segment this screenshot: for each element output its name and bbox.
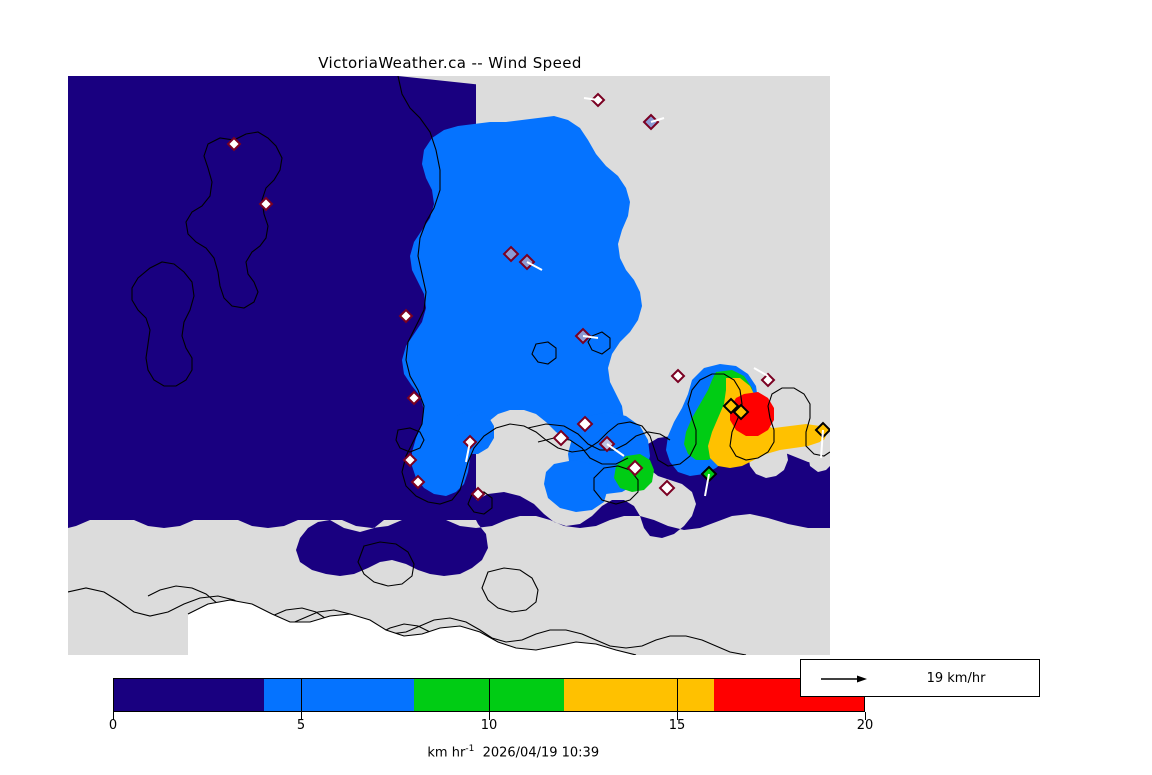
station-marker[interactable] (722, 397, 740, 415)
water-band-navy (68, 76, 830, 576)
station-marker[interactable] (732, 403, 750, 421)
colorbar-inner-tick (489, 678, 490, 712)
colorbar-gradient (113, 678, 865, 712)
colorbar-inner-tick (677, 678, 678, 712)
map-graphic (68, 76, 830, 655)
station-marker[interactable] (814, 421, 830, 459)
station-marker[interactable] (402, 452, 418, 468)
colorbar-tick (865, 712, 866, 720)
station-marker[interactable] (518, 253, 543, 271)
colorbar-tick-labels: 0 5 10 15 20 (109, 718, 873, 736)
timestamp: 2026/04/19 10:39 (482, 745, 600, 761)
page-title: VictoriaWeather.ca -- Wind Speed (318, 54, 582, 72)
colorbar-band (414, 679, 489, 711)
station-marker[interactable] (574, 327, 599, 345)
colorbar-inner-ticks (113, 678, 865, 712)
colorbar-tick (113, 712, 114, 720)
station-marker[interactable] (583, 92, 606, 108)
colorbar-band (114, 679, 264, 711)
map-canvas[interactable] (68, 76, 830, 655)
station-marker[interactable] (406, 390, 422, 406)
vector-legend: 19 km/hr (800, 659, 1040, 697)
station-marker[interactable] (226, 136, 242, 152)
units-label: km hr (427, 745, 466, 761)
station-marker[interactable] (670, 368, 686, 384)
colorbar-band (564, 679, 677, 711)
colorbar-tick-label: 5 (296, 718, 306, 733)
colorbar-tick (489, 712, 490, 720)
station-marker[interactable] (753, 367, 776, 388)
colorbar-tick (301, 712, 302, 720)
station-marker[interactable] (462, 434, 478, 463)
colorbar-tick-label: 10 (480, 718, 498, 733)
station-marker[interactable] (552, 429, 570, 447)
station-marker[interactable] (258, 196, 274, 212)
vector-legend-label: 19 km/hr (926, 671, 986, 686)
colorbar-tick (677, 712, 678, 720)
colorbar-band (489, 679, 564, 711)
colorbar: 0 5 10 15 20 (109, 678, 873, 733)
station-marker[interactable] (576, 415, 594, 433)
units-and-timestamp: km hr-1 2026/04/19 10:39 (0, 729, 1010, 775)
wind-arrow-icon (821, 675, 867, 683)
station-marker[interactable] (410, 474, 426, 490)
colorbar-band (301, 679, 414, 711)
station-marker[interactable] (626, 459, 644, 477)
station-marker[interactable] (658, 479, 676, 497)
out-of-domain-region (187, 599, 637, 655)
colorbar-tick-label: 0 (108, 718, 118, 733)
colorbar-band (264, 679, 302, 711)
station-marker[interactable] (398, 308, 414, 324)
coastline-overlay (68, 76, 830, 655)
station-marker[interactable] (700, 465, 718, 497)
colorbar-ticks (113, 712, 866, 721)
colorbar-band (676, 679, 714, 711)
colorbar-tick-label: 20 (856, 718, 874, 733)
station-marker[interactable] (470, 486, 486, 502)
station-marker[interactable] (502, 245, 520, 263)
units-exponent: -1 (465, 744, 475, 754)
colorbar-tick-label: 15 (668, 718, 686, 733)
station-marker[interactable] (598, 435, 625, 457)
colorbar-inner-tick (301, 678, 302, 712)
station-marker[interactable] (642, 113, 665, 131)
station-markers-layer[interactable] (226, 92, 830, 502)
contour-peninsula-rings (614, 364, 828, 492)
